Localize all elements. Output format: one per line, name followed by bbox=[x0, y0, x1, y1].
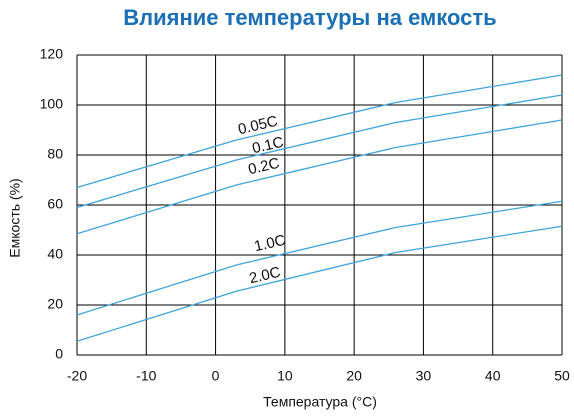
chart-title: Влияние температуры на емкость bbox=[123, 5, 496, 30]
y-tick-label: 0 bbox=[55, 346, 63, 362]
y-tick-label: 80 bbox=[47, 146, 63, 162]
y-tick-label: 120 bbox=[40, 46, 64, 62]
series-line bbox=[76, 94, 563, 209]
x-tick-label: 20 bbox=[346, 368, 362, 384]
series-line bbox=[76, 200, 563, 316]
series-line bbox=[76, 119, 563, 235]
series-line bbox=[76, 74, 563, 189]
series-label: 0.1C bbox=[251, 134, 286, 158]
y-axis-label: Емкость (%) bbox=[7, 178, 23, 257]
y-tick-label: 100 bbox=[40, 96, 64, 112]
x-tick-label: 10 bbox=[277, 368, 293, 384]
series-label: 0.2C bbox=[247, 155, 282, 179]
series-label: 1.0C bbox=[253, 232, 288, 256]
y-tick-label: 40 bbox=[47, 246, 63, 262]
y-tick-label: 20 bbox=[47, 296, 63, 312]
x-tick-label: -10 bbox=[136, 368, 156, 384]
series-label: 2.0C bbox=[248, 264, 283, 288]
y-tick-label: 60 bbox=[47, 196, 63, 212]
x-tick-label: 50 bbox=[554, 368, 570, 384]
x-tick-label: 0 bbox=[212, 368, 220, 384]
x-tick-label: -20 bbox=[67, 368, 87, 384]
series-line bbox=[76, 225, 563, 342]
x-tick-label: 40 bbox=[485, 368, 501, 384]
x-axis-label: Температура (°C) bbox=[263, 394, 377, 410]
x-tick-label: 30 bbox=[416, 368, 432, 384]
